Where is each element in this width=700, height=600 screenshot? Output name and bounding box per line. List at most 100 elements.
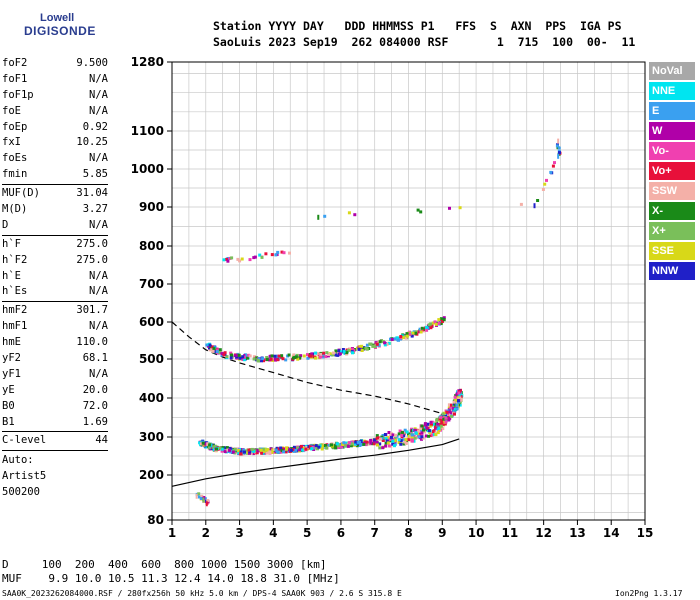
y-tick-label: 900 (139, 200, 164, 214)
param-value: N/A (89, 218, 108, 231)
echo-point (320, 447, 324, 451)
param-label: hmF1 (2, 320, 28, 333)
echo-point (199, 442, 203, 446)
echo-point (291, 356, 295, 360)
param-label: foF1p (2, 88, 34, 101)
echo-point (296, 357, 300, 361)
echo-point (264, 252, 268, 256)
echo-point (282, 450, 286, 454)
param-value: 31.04 (76, 187, 108, 200)
echo-point (424, 325, 428, 329)
param-row: foF1p N/A (2, 88, 108, 104)
echo-point (288, 251, 291, 255)
echo-point (265, 451, 269, 455)
echo-point (317, 214, 320, 220)
echo-point (387, 444, 391, 448)
echo-point (362, 347, 366, 351)
echo-point (375, 342, 379, 346)
echo-point (434, 431, 438, 435)
echo-point (225, 446, 229, 450)
echo-point (240, 257, 244, 261)
legend-item-w: W (649, 122, 695, 140)
echo-point (200, 494, 204, 498)
logo-lowell: Lowell (40, 12, 75, 24)
echo-point (393, 337, 397, 341)
echo-point (330, 353, 334, 357)
echo-point (420, 431, 424, 435)
autoscaler-line: Artist5 (2, 470, 47, 483)
echo-point (356, 441, 360, 444)
echo-point (427, 434, 431, 438)
param-value: 72.0 (82, 399, 108, 412)
echo-point (416, 433, 420, 437)
echo-point (347, 348, 351, 352)
echo-point (410, 334, 414, 338)
param-separator (2, 301, 108, 303)
y-tick-label: 400 (139, 391, 164, 405)
echo-point (334, 349, 338, 353)
echo-point (284, 358, 288, 362)
echo-point (322, 351, 326, 355)
echo-point (436, 422, 440, 426)
echo-point (420, 435, 424, 439)
echo-point (399, 439, 403, 443)
param-value: 5.85 (82, 168, 108, 181)
echo-point (441, 319, 444, 323)
legend-item-nne: NNE (649, 82, 695, 100)
echo-point (397, 438, 401, 442)
echo-point (436, 431, 440, 435)
echo-point (225, 355, 229, 359)
echo-point (317, 445, 321, 449)
echo-point (429, 326, 433, 330)
echo-point (213, 350, 217, 354)
echo-point (341, 443, 345, 446)
param-value: 110.0 (76, 336, 108, 349)
echo-point (417, 429, 421, 433)
echo-point (405, 332, 409, 336)
echo-point (276, 358, 280, 362)
echo-point (299, 444, 303, 448)
echo-point (558, 151, 561, 155)
echo-point (258, 253, 262, 257)
echo-point (287, 353, 291, 357)
echo-point (274, 253, 278, 257)
echo-point (269, 357, 273, 361)
param-label: M(D) (2, 203, 28, 216)
echo-point (263, 448, 267, 452)
echo-point (450, 403, 453, 407)
echo-point (321, 444, 325, 448)
echo-point (441, 427, 445, 431)
echo-point (431, 321, 435, 325)
echo-point (277, 447, 281, 451)
echo-point (256, 358, 260, 362)
echo-point (457, 399, 460, 403)
param-row: B1 1.69 (2, 415, 108, 431)
echo-point (453, 395, 457, 399)
echo-point (324, 355, 328, 359)
param-label: C-level (2, 434, 47, 447)
echo-point (553, 161, 556, 165)
echo-point (246, 356, 250, 360)
echo-point (213, 444, 217, 448)
echo-point (198, 441, 202, 445)
param-label: h`E (2, 269, 21, 282)
legend-item-sse: SSE (649, 242, 695, 260)
param-value: 275.0 (76, 237, 108, 250)
echo-point (384, 441, 388, 445)
echo-point (341, 348, 345, 351)
echo-point (298, 448, 302, 452)
echo-point (337, 349, 341, 353)
echo-point (228, 448, 231, 452)
echo-point (358, 444, 362, 447)
echo-point (208, 343, 212, 347)
echo-point (211, 349, 215, 353)
param-row: h`F2 275.0 (2, 253, 108, 269)
echo-point (220, 352, 224, 356)
echo-point (433, 320, 437, 324)
echo-point (455, 407, 459, 411)
param-row: yF2 68.1 (2, 351, 108, 367)
echo-point (265, 358, 269, 361)
echo-point (375, 434, 379, 438)
echo-point (353, 213, 357, 217)
echo-point (439, 317, 443, 321)
